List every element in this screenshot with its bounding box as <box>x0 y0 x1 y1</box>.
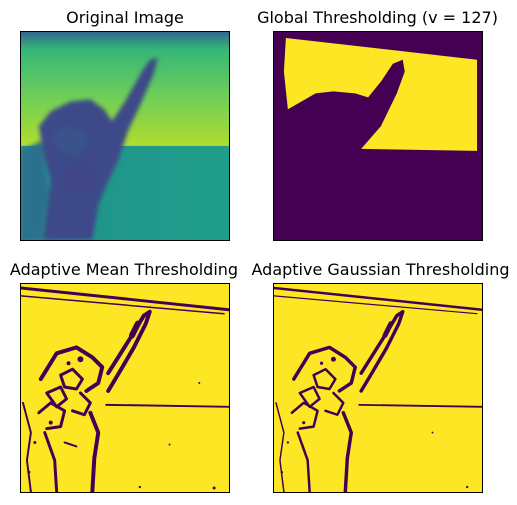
image-panel-adaptive-gaussian <box>273 283 483 493</box>
panel-title-original: Original Image <box>66 8 184 27</box>
adaptive-mean-image <box>21 284 229 492</box>
image-panel-global <box>273 31 483 241</box>
original-image <box>21 32 229 240</box>
image-panel-adaptive-mean <box>20 283 230 493</box>
image-panel-original <box>20 31 230 241</box>
global-threshold-image <box>274 32 482 240</box>
panel-title-adaptive-mean: Adaptive Mean Thresholding <box>9 260 239 279</box>
panel-title-global: Global Thresholding (v = 127) <box>257 8 498 27</box>
adaptive-gaussian-image <box>274 284 482 492</box>
panel-title-adaptive-gaussian: Adaptive Gaussian Thresholding <box>251 260 510 279</box>
